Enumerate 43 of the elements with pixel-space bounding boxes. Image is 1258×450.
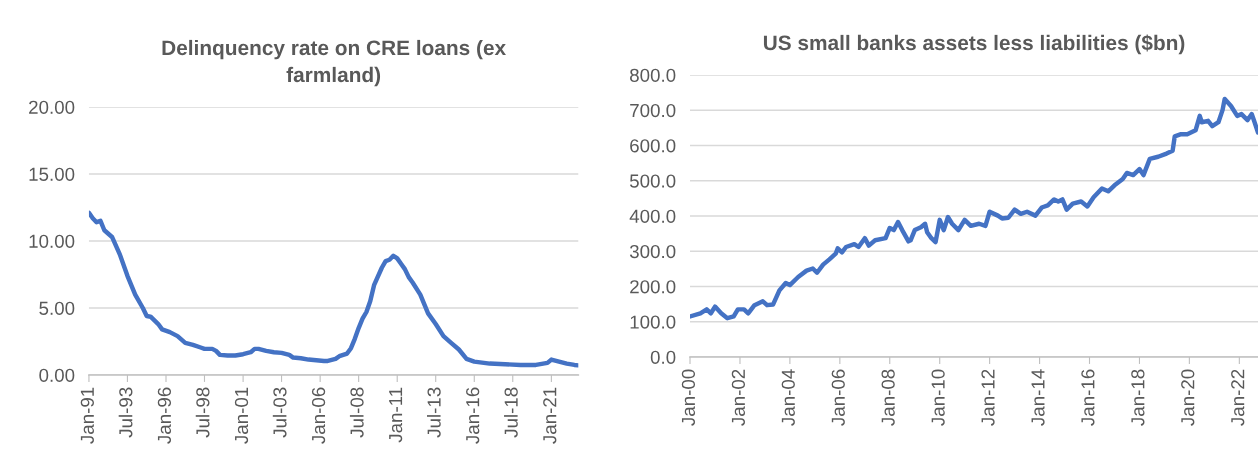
x-tick-label: Jul-08 [349,387,364,438]
x-tick-label: Jan-96 [157,387,172,444]
chart-title: Delinquency rate on CRE loans (ex farmland) [162,39,506,87]
y-tick-label: 20.00 [29,100,75,114]
x-tick-label: Jan-06 [831,369,845,426]
x-tick-label: Jul-93 [118,387,133,438]
x-tick-label: Jan-10 [931,369,945,426]
x-tick-label: Jul-13 [426,387,441,438]
x-tick-label: Jul-03 [272,387,287,438]
x-tick-label: Jan-16 [1081,369,1095,426]
y-tick-label: 400.0 [629,209,676,223]
x-tick-label: Jul-98 [195,387,210,438]
y-tick-label: 10.00 [29,234,75,248]
y-tick-label: 100.0 [630,315,676,329]
x-tick-label: Jan-00 [681,369,696,426]
line-series [690,96,1258,321]
x-tick-label: Jan-08 [881,369,895,426]
x-tick-label: Jan-04 [781,369,795,426]
x-tick-label: Jan-01 [234,387,249,444]
y-tick-label: 500.0 [629,174,676,188]
y-tick-label: 5.00 [39,301,75,315]
y-tick-label: 700.0 [630,103,676,118]
x-tick-label: Jul-18 [504,387,518,438]
y-tick-label: 800.0 [630,68,676,82]
y-tick-label: 0.00 [39,368,75,382]
x-tick-label: Jan-14 [1031,369,1045,426]
x-tick-label: Jan-20 [1181,369,1195,426]
x-tick-label: Jan-16 [466,387,480,444]
x-tick-label: Jan-12 [981,369,995,426]
x-tick-label: Jan-18 [1131,369,1145,426]
chart-title: US small banks assets less liabilities ($bn) [763,34,1185,55]
x-tick-label: Jan-06 [311,387,326,444]
x-tick-label: Jan-21 [543,387,557,444]
x-tick-label: Jan-11 [389,387,403,443]
y-tick-label: 600.0 [630,139,676,153]
y-tick-label: 0.0 [650,350,676,364]
line-series [88,210,579,368]
x-tick-label: Jan-91 [80,387,94,444]
y-tick-label: 200.0 [630,280,676,294]
x-tick-label: Jan-02 [731,369,746,426]
x-tick-label: Jan-22 [1231,369,1245,426]
y-tick-label: 300.0 [629,244,676,259]
y-tick-label: 15.00 [29,167,75,181]
